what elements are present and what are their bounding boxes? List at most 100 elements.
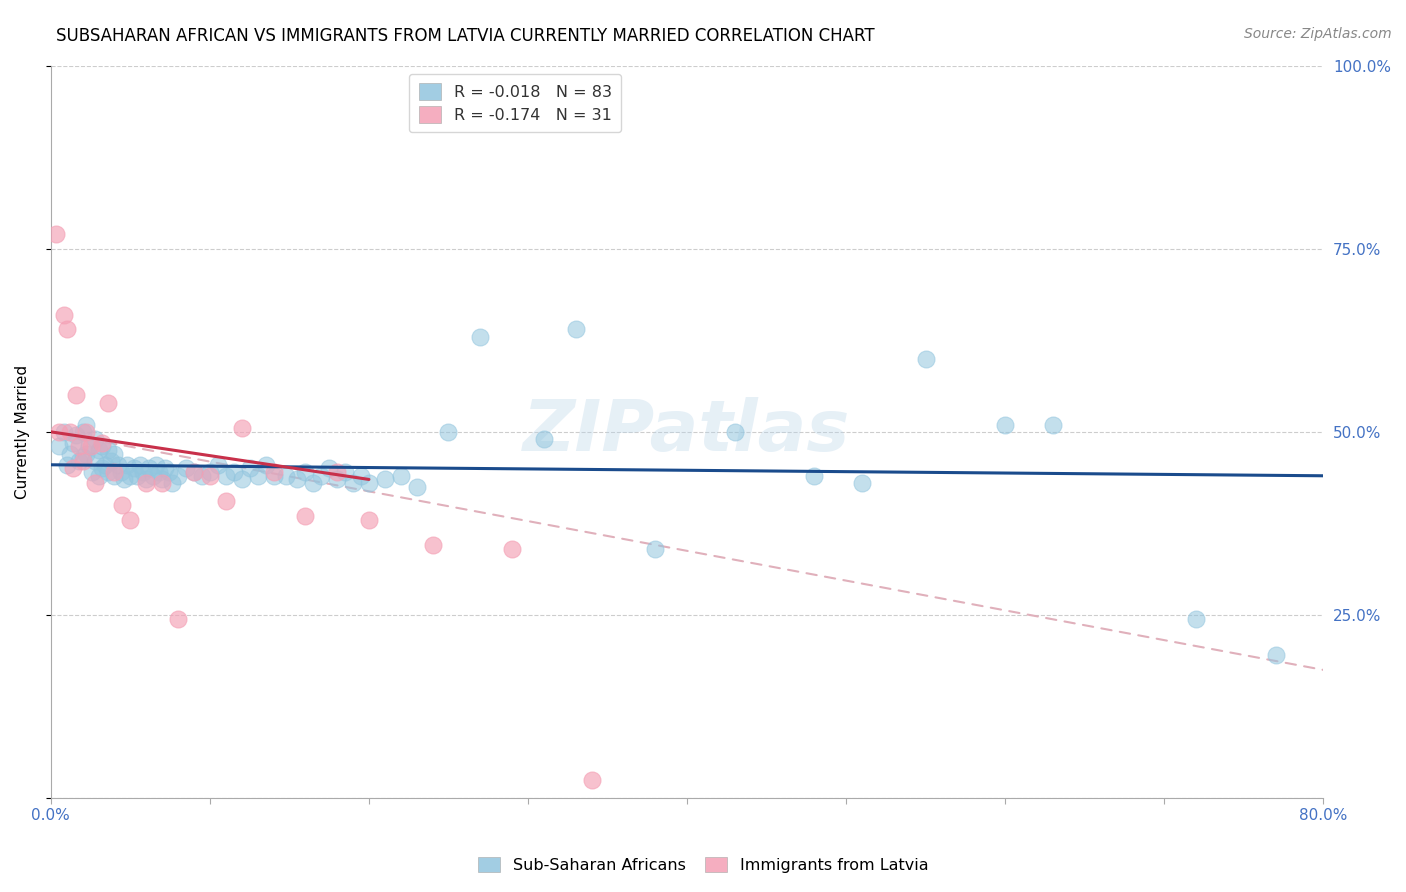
Point xyxy=(120,468,142,483)
Point xyxy=(55,322,77,336)
Point xyxy=(107,458,129,472)
Point xyxy=(231,421,253,435)
Point xyxy=(422,538,444,552)
Point xyxy=(231,472,253,486)
Point xyxy=(198,468,221,483)
Point xyxy=(254,458,277,472)
Point xyxy=(437,425,460,439)
Point xyxy=(72,454,94,468)
Point xyxy=(333,465,356,479)
Point xyxy=(239,461,262,475)
Point xyxy=(326,472,349,486)
Point xyxy=(90,435,112,450)
Point xyxy=(1264,648,1286,663)
Point xyxy=(198,465,221,479)
Point xyxy=(87,443,110,458)
Point xyxy=(294,465,316,479)
Point xyxy=(100,454,122,468)
Point xyxy=(287,472,309,486)
Text: Source: ZipAtlas.com: Source: ZipAtlas.com xyxy=(1244,27,1392,41)
Point xyxy=(52,308,75,322)
Point xyxy=(45,227,67,241)
Point xyxy=(84,476,107,491)
Point xyxy=(115,458,138,472)
Y-axis label: Currently Married: Currently Married xyxy=(15,365,30,499)
Point xyxy=(48,425,70,439)
Point xyxy=(79,440,101,454)
Point xyxy=(84,454,107,468)
Point xyxy=(150,472,173,486)
Point xyxy=(90,461,112,475)
Point xyxy=(564,322,586,336)
Point xyxy=(72,425,94,439)
Text: SUBSAHARAN AFRICAN VS IMMIGRANTS FROM LATVIA CURRENTLY MARRIED CORRELATION CHART: SUBSAHARAN AFRICAN VS IMMIGRANTS FROM LA… xyxy=(56,27,875,45)
Point xyxy=(82,465,104,479)
Point xyxy=(374,472,396,486)
Point xyxy=(135,476,157,491)
Point xyxy=(350,468,373,483)
Point xyxy=(59,425,82,439)
Point xyxy=(389,468,412,483)
Point xyxy=(142,468,165,483)
Point xyxy=(157,465,180,479)
Point xyxy=(263,468,285,483)
Point xyxy=(318,461,340,475)
Point xyxy=(724,425,747,439)
Point xyxy=(135,472,157,486)
Point xyxy=(110,465,132,479)
Point xyxy=(75,425,97,439)
Point xyxy=(160,476,183,491)
Point xyxy=(263,465,285,479)
Point xyxy=(155,461,177,475)
Point xyxy=(207,458,229,472)
Point xyxy=(90,440,112,454)
Point xyxy=(103,465,125,479)
Point xyxy=(97,443,120,458)
Point xyxy=(129,458,152,472)
Point xyxy=(357,513,380,527)
Point xyxy=(294,509,316,524)
Point xyxy=(132,465,155,479)
Point xyxy=(75,417,97,432)
Point xyxy=(97,395,120,409)
Point xyxy=(183,465,205,479)
Point xyxy=(803,468,825,483)
Point xyxy=(342,476,364,491)
Point xyxy=(1042,417,1064,432)
Point xyxy=(103,447,125,461)
Point xyxy=(145,458,167,472)
Point xyxy=(470,329,492,343)
Point xyxy=(215,468,238,483)
Point xyxy=(150,476,173,491)
Point xyxy=(72,450,94,465)
Point xyxy=(501,541,523,556)
Point xyxy=(302,476,325,491)
Text: ZIPatlas: ZIPatlas xyxy=(523,397,851,467)
Point xyxy=(48,440,70,454)
Point xyxy=(309,468,332,483)
Point xyxy=(215,494,238,508)
Point xyxy=(405,480,427,494)
Point xyxy=(246,468,269,483)
Point xyxy=(75,447,97,461)
Point xyxy=(69,440,91,454)
Point xyxy=(84,432,107,446)
Point xyxy=(581,772,603,787)
Legend: Sub-Saharan Africans, Immigrants from Latvia: Sub-Saharan Africans, Immigrants from La… xyxy=(471,851,935,880)
Point xyxy=(183,465,205,479)
Point xyxy=(276,468,298,483)
Point xyxy=(87,468,110,483)
Point xyxy=(1185,612,1208,626)
Point xyxy=(59,447,82,461)
Point xyxy=(69,454,91,468)
Point xyxy=(65,388,87,402)
Point xyxy=(103,468,125,483)
Point xyxy=(222,465,245,479)
Point xyxy=(112,472,135,486)
Point xyxy=(138,461,160,475)
Point xyxy=(97,465,120,479)
Point xyxy=(62,461,84,475)
Point xyxy=(851,476,873,491)
Legend: R = -0.018   N = 83, R = -0.174   N = 31: R = -0.018 N = 83, R = -0.174 N = 31 xyxy=(409,73,621,132)
Point xyxy=(326,465,349,479)
